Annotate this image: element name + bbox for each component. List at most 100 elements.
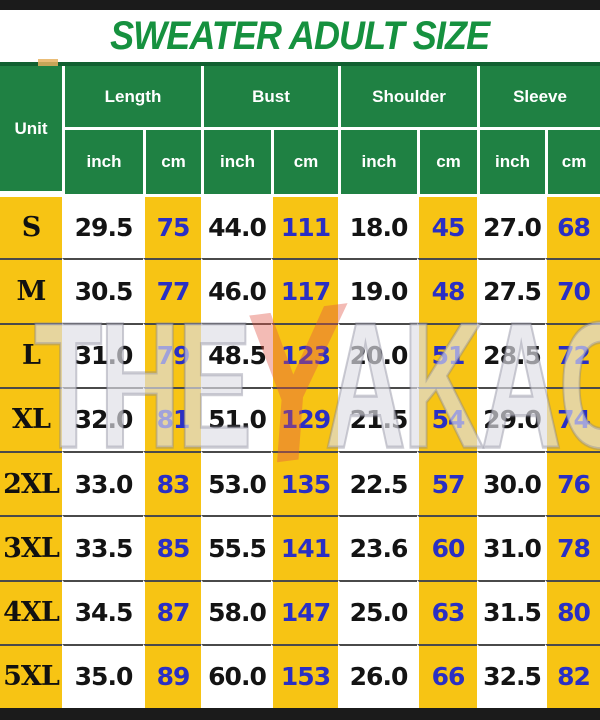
unit-subheader-row: inch cm inch cm inch cm inch cm xyxy=(0,130,600,194)
sleeve-cm-cell: 70 xyxy=(545,258,600,323)
bust-inch-cell: 58.0 xyxy=(201,579,271,644)
bust-inch-cell: 60.0 xyxy=(201,643,271,708)
length-cm-cell: 79 xyxy=(143,322,201,387)
bust-cm-cell: 129 xyxy=(271,386,338,451)
size-cell: L xyxy=(0,322,62,387)
shoulder-inch-cell: 19.0 xyxy=(338,258,417,323)
shoulder-cm-cell: 45 xyxy=(417,194,478,259)
shoulder-inch-cell: 22.5 xyxy=(338,451,417,516)
size-row: 4XL 34.5 87 58.0 147 25.0 63 31.5 80 xyxy=(0,579,600,644)
subheader-length-cm: cm xyxy=(143,130,201,194)
length-cm-cell: 81 xyxy=(143,386,201,451)
sleeve-inch-cell: 31.5 xyxy=(477,579,546,644)
size-cell: M xyxy=(0,258,62,323)
bust-cm-cell: 117 xyxy=(271,258,338,323)
size-row: M 30.5 77 46.0 117 19.0 48 27.5 70 xyxy=(0,258,600,323)
subheader-sleeve-cm: cm xyxy=(545,130,600,194)
bust-inch-cell: 53.0 xyxy=(201,451,271,516)
shoulder-cm-cell: 48 xyxy=(417,258,478,323)
length-cm-cell: 77 xyxy=(143,258,201,323)
bust-cm-cell: 147 xyxy=(271,579,338,644)
length-inch-cell: 32.0 xyxy=(62,386,143,451)
sleeve-cm-cell: 72 xyxy=(545,322,600,387)
bust-cm-cell: 135 xyxy=(271,451,338,516)
shoulder-inch-cell: 25.0 xyxy=(338,579,417,644)
page-title: SWEATER ADULT SIZE xyxy=(110,13,490,58)
group-header-shoulder: Shoulder xyxy=(338,66,478,130)
bust-cm-cell: 111 xyxy=(271,194,338,259)
length-cm-cell: 89 xyxy=(143,643,201,708)
subheader-shoulder-cm: cm xyxy=(417,130,478,194)
bust-inch-cell: 55.5 xyxy=(201,515,271,580)
size-cell: XL xyxy=(0,386,62,451)
length-inch-cell: 35.0 xyxy=(62,643,143,708)
shoulder-cm-cell: 60 xyxy=(417,515,478,580)
bust-inch-cell: 46.0 xyxy=(201,258,271,323)
size-cell: 5XL xyxy=(0,643,62,708)
sleeve-cm-cell: 78 xyxy=(545,515,600,580)
length-inch-cell: 34.5 xyxy=(62,579,143,644)
subheader-shoulder-inch: inch xyxy=(338,130,417,194)
top-border-bar xyxy=(0,0,600,10)
length-cm-cell: 83 xyxy=(143,451,201,516)
shoulder-cm-cell: 63 xyxy=(417,579,478,644)
sleeve-cm-cell: 74 xyxy=(545,386,600,451)
bust-inch-cell: 44.0 xyxy=(201,194,271,259)
shoulder-inch-cell: 18.0 xyxy=(338,194,417,259)
sleeve-cm-cell: 80 xyxy=(545,579,600,644)
size-row: XL 32.0 81 51.0 129 21.5 54 29.0 74 xyxy=(0,386,600,451)
size-row: 2XL 33.0 83 53.0 135 22.5 57 30.0 76 xyxy=(0,451,600,516)
length-inch-cell: 31.0 xyxy=(62,322,143,387)
bust-inch-cell: 51.0 xyxy=(201,386,271,451)
sleeve-inch-cell: 32.5 xyxy=(477,643,546,708)
shoulder-cm-cell: 57 xyxy=(417,451,478,516)
size-row: 3XL 33.5 85 55.5 141 23.6 60 31.0 78 xyxy=(0,515,600,580)
size-row: 5XL 35.0 89 60.0 153 26.0 66 32.5 82 xyxy=(0,643,600,708)
size-table-header: Unit Length Bust Shoulder Sleeve inch cm… xyxy=(0,66,600,194)
bust-inch-cell: 48.5 xyxy=(201,322,271,387)
bottom-border-bar xyxy=(0,708,600,720)
size-cell: 4XL xyxy=(0,579,62,644)
size-row: L 31.0 79 48.5 123 20.0 51 28.5 72 xyxy=(0,322,600,387)
group-header-sleeve: Sleeve xyxy=(477,66,600,130)
shoulder-cm-cell: 51 xyxy=(417,322,478,387)
size-cell: 3XL xyxy=(0,515,62,580)
measure-header-row: Unit Length Bust Shoulder Sleeve xyxy=(0,66,600,194)
sleeve-inch-cell: 27.5 xyxy=(477,258,546,323)
sleeve-inch-cell: 30.0 xyxy=(477,451,546,516)
sleeve-cm-cell: 68 xyxy=(545,194,600,259)
shoulder-inch-cell: 23.6 xyxy=(338,515,417,580)
shoulder-inch-cell: 26.0 xyxy=(338,643,417,708)
shoulder-inch-cell: 21.5 xyxy=(338,386,417,451)
sleeve-cm-cell: 76 xyxy=(545,451,600,516)
size-table-body: S 29.5 75 44.0 111 18.0 45 27.0 68 M 30.… xyxy=(0,194,600,708)
subheader-length-inch: inch xyxy=(62,130,143,194)
sleeve-cm-cell: 82 xyxy=(545,643,600,708)
title-row: SWEATER ADULT SIZE xyxy=(0,10,600,62)
size-table: Unit Length Bust Shoulder Sleeve inch cm… xyxy=(0,62,600,708)
group-header-bust: Bust xyxy=(201,66,338,130)
subheader-bust-cm: cm xyxy=(271,130,338,194)
subheader-bust-inch: inch xyxy=(201,130,271,194)
length-inch-cell: 30.5 xyxy=(62,258,143,323)
length-cm-cell: 75 xyxy=(143,194,201,259)
size-cell: 2XL xyxy=(0,451,62,516)
length-inch-cell: 29.5 xyxy=(62,194,143,259)
size-row: S 29.5 75 44.0 111 18.0 45 27.0 68 xyxy=(0,194,600,259)
corner-artifact xyxy=(38,59,58,66)
bust-cm-cell: 153 xyxy=(271,643,338,708)
sleeve-inch-cell: 31.0 xyxy=(477,515,546,580)
group-header-length: Length xyxy=(62,66,201,130)
bust-cm-cell: 141 xyxy=(271,515,338,580)
length-cm-cell: 85 xyxy=(143,515,201,580)
unit-header: Unit xyxy=(0,66,62,194)
sleeve-inch-cell: 27.0 xyxy=(477,194,546,259)
shoulder-inch-cell: 20.0 xyxy=(338,322,417,387)
subheader-sleeve-inch: inch xyxy=(477,130,546,194)
length-cm-cell: 87 xyxy=(143,579,201,644)
length-inch-cell: 33.0 xyxy=(62,451,143,516)
sleeve-inch-cell: 28.5 xyxy=(477,322,546,387)
sleeve-inch-cell: 29.0 xyxy=(477,386,546,451)
bust-cm-cell: 123 xyxy=(271,322,338,387)
shoulder-cm-cell: 54 xyxy=(417,386,478,451)
